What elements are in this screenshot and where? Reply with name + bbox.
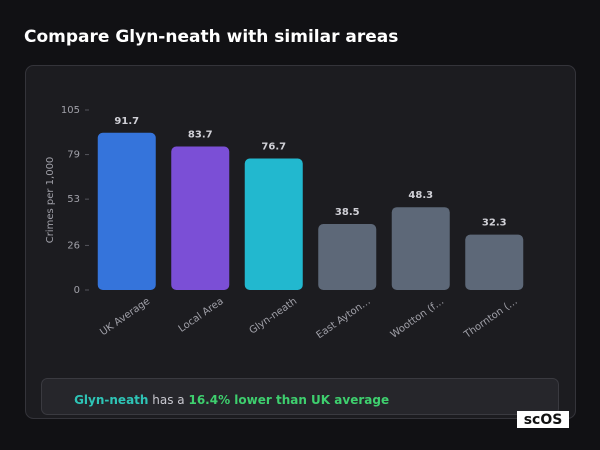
- y-tick-label: 53: [67, 194, 80, 205]
- value-label: 76.7: [261, 142, 286, 153]
- summary-place: Glyn-neath: [74, 393, 148, 407]
- bar: [97, 132, 156, 290]
- summary-text: has a: [148, 393, 188, 407]
- logo-bg: [517, 411, 569, 428]
- value-label: 38.5: [335, 207, 360, 218]
- chart-title: Compare Glyn-neath with similar areas: [24, 27, 398, 47]
- bar: [318, 224, 377, 290]
- value-label: 91.7: [114, 116, 139, 127]
- summary-highlight: 16.4% lower than UK average: [188, 393, 389, 407]
- value-label: 48.3: [408, 190, 433, 201]
- logo: scOS: [524, 412, 563, 428]
- y-tick-label: 26: [67, 240, 80, 251]
- bar: [391, 207, 450, 290]
- y-tick-label: 0: [74, 285, 80, 296]
- summary-box: [41, 378, 559, 415]
- bar: [171, 146, 230, 290]
- summary: Glyn-neath has a 16.4% lower than UK ave…: [55, 393, 401, 407]
- value-label: 83.7: [188, 130, 213, 141]
- y-tick-label: 105: [61, 105, 80, 116]
- y-tick-label: 79: [67, 150, 80, 161]
- y-axis-label: Crimes per 1,000: [45, 157, 56, 244]
- bar: [244, 158, 303, 290]
- bar: [465, 234, 524, 290]
- value-label: 32.3: [482, 218, 507, 229]
